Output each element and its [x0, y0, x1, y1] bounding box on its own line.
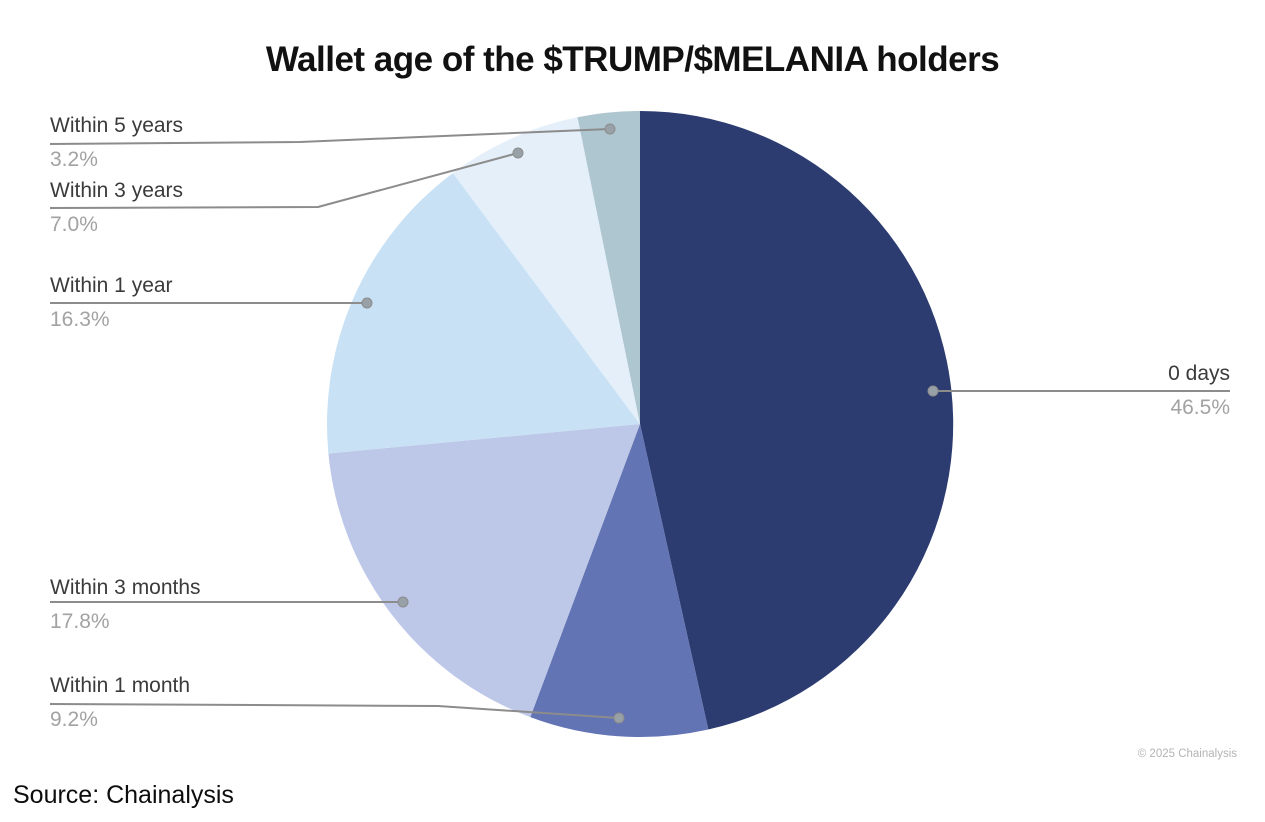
leader-line-within-3-years [49, 152, 519, 209]
callout-0-days: 0 days 46.5% [1168, 361, 1230, 420]
callout-percent: 3.2% [50, 148, 98, 171]
copyright-note: © 2025 Chainalysis [1137, 748, 1237, 760]
leader-dot-within-3-years [512, 147, 524, 159]
pie-slice-within-3-months [328, 424, 640, 718]
callout-percent: 7.0% [50, 213, 98, 236]
callout-label: Within 1 year [50, 274, 173, 297]
chart-title: Wallet age of the $TRUMP/$MELANIA holder… [265, 40, 1000, 79]
callout-within-1-month: Within 1 month 9.2% [50, 673, 190, 732]
leader-dot-within-3-months [397, 596, 409, 608]
pie-slice-within-5-years [577, 111, 640, 424]
callout-percent: 9.2% [50, 708, 98, 731]
pie-slice-0-days [640, 110, 954, 730]
leader-dot-0-days [927, 385, 939, 397]
callout-label: Within 1 month [50, 674, 191, 697]
callout-percent: 17.8% [50, 610, 110, 633]
pie-slices [327, 110, 954, 738]
callout-label: Within 3 years [50, 179, 184, 202]
callout-label: 0 days [1168, 362, 1230, 385]
pie-slice-within-1-year [327, 173, 640, 454]
source-note: Source: Chainalysis [13, 781, 234, 809]
callout-within-1-year: Within 1 year 16.3% [50, 273, 173, 332]
callout-within-3-years: Within 3 years 7.0% [50, 178, 183, 237]
pie-slice-within-3-years [452, 117, 640, 425]
leader-lines [49, 123, 1230, 724]
leader-dot-within-5-years [604, 123, 616, 135]
callout-label: Within 3 months [50, 576, 201, 599]
leader-line-within-1-month [49, 703, 620, 719]
pie-slice-within-1-month [530, 424, 709, 738]
callout-within-5-years: Within 5 years 3.2% [50, 113, 183, 172]
callout-percent: 16.3% [50, 308, 110, 331]
leader-dot-within-1-year [361, 297, 373, 309]
leader-line-within-5-years [49, 128, 611, 145]
leader-dot-within-1-month [613, 712, 625, 724]
callout-within-3-months: Within 3 months 17.8% [50, 575, 201, 634]
callout-percent: 46.5% [1170, 396, 1230, 419]
callout-label: Within 5 years [50, 114, 184, 137]
